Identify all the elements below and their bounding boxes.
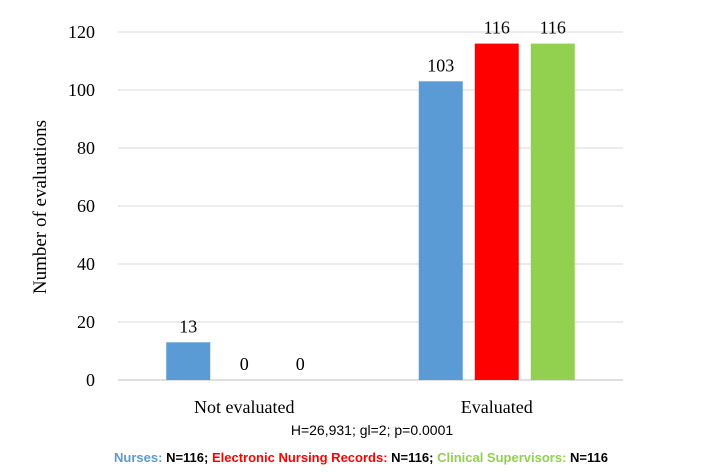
bars	[166, 43, 575, 381]
legend-label-electronic-nursing-records: Electronic Nursing Records:	[211, 450, 388, 465]
y-tick-40: 40	[77, 254, 95, 274]
data-label-electronic-nursing-records-not-evaluated: 0	[240, 354, 249, 374]
legend-count-clinical-supervisors: N=116	[570, 450, 608, 465]
y-tick-labels: 0 20 40 60 80 100 120	[68, 22, 95, 390]
y-axis-label: Number of evaluations	[30, 120, 51, 294]
data-label-electronic-nursing-records-evaluated: 116	[484, 18, 510, 38]
statistic-annotation: H=26,931; gl=2; p=0.0001	[291, 422, 454, 438]
gridlines	[118, 31, 623, 381]
y-tick-100: 100	[68, 80, 95, 100]
y-tick-120: 120	[68, 22, 95, 42]
data-label-nurses-evaluated: 103	[427, 55, 454, 75]
y-tick-0: 0	[86, 370, 95, 390]
legend: Nurses: N=116; Electronic Nursing Record…	[0, 450, 722, 465]
bar-electronic-nursing-records-evaluated	[474, 43, 519, 380]
legend-count-electronic-nursing-records: N=116;	[391, 450, 434, 465]
bar-nurses-not-evaluated	[166, 342, 211, 380]
x-tick-labels: Not evaluated Evaluated	[194, 397, 533, 417]
data-labels: 13 0 0 103 116 116	[179, 18, 566, 374]
bar-nurses-evaluated	[418, 81, 463, 381]
x-tick-not-evaluated: Not evaluated	[194, 397, 294, 417]
y-tick-60: 60	[77, 196, 95, 216]
data-label-nurses-not-evaluated: 13	[179, 316, 197, 336]
legend-label-nurses: Nurses:	[114, 450, 163, 465]
bar-clinical-supervisors-evaluated	[530, 43, 575, 380]
data-label-clinical-supervisors-not-evaluated: 0	[296, 354, 305, 374]
x-tick-evaluated: Evaluated	[461, 397, 533, 417]
y-tick-20: 20	[77, 312, 95, 332]
data-label-clinical-supervisors-evaluated: 116	[540, 18, 566, 38]
legend-count-nurses: N=116;	[166, 450, 209, 465]
y-tick-80: 80	[77, 138, 95, 158]
legend-label-clinical-supervisors: Clinical Supervisors:	[437, 450, 567, 465]
